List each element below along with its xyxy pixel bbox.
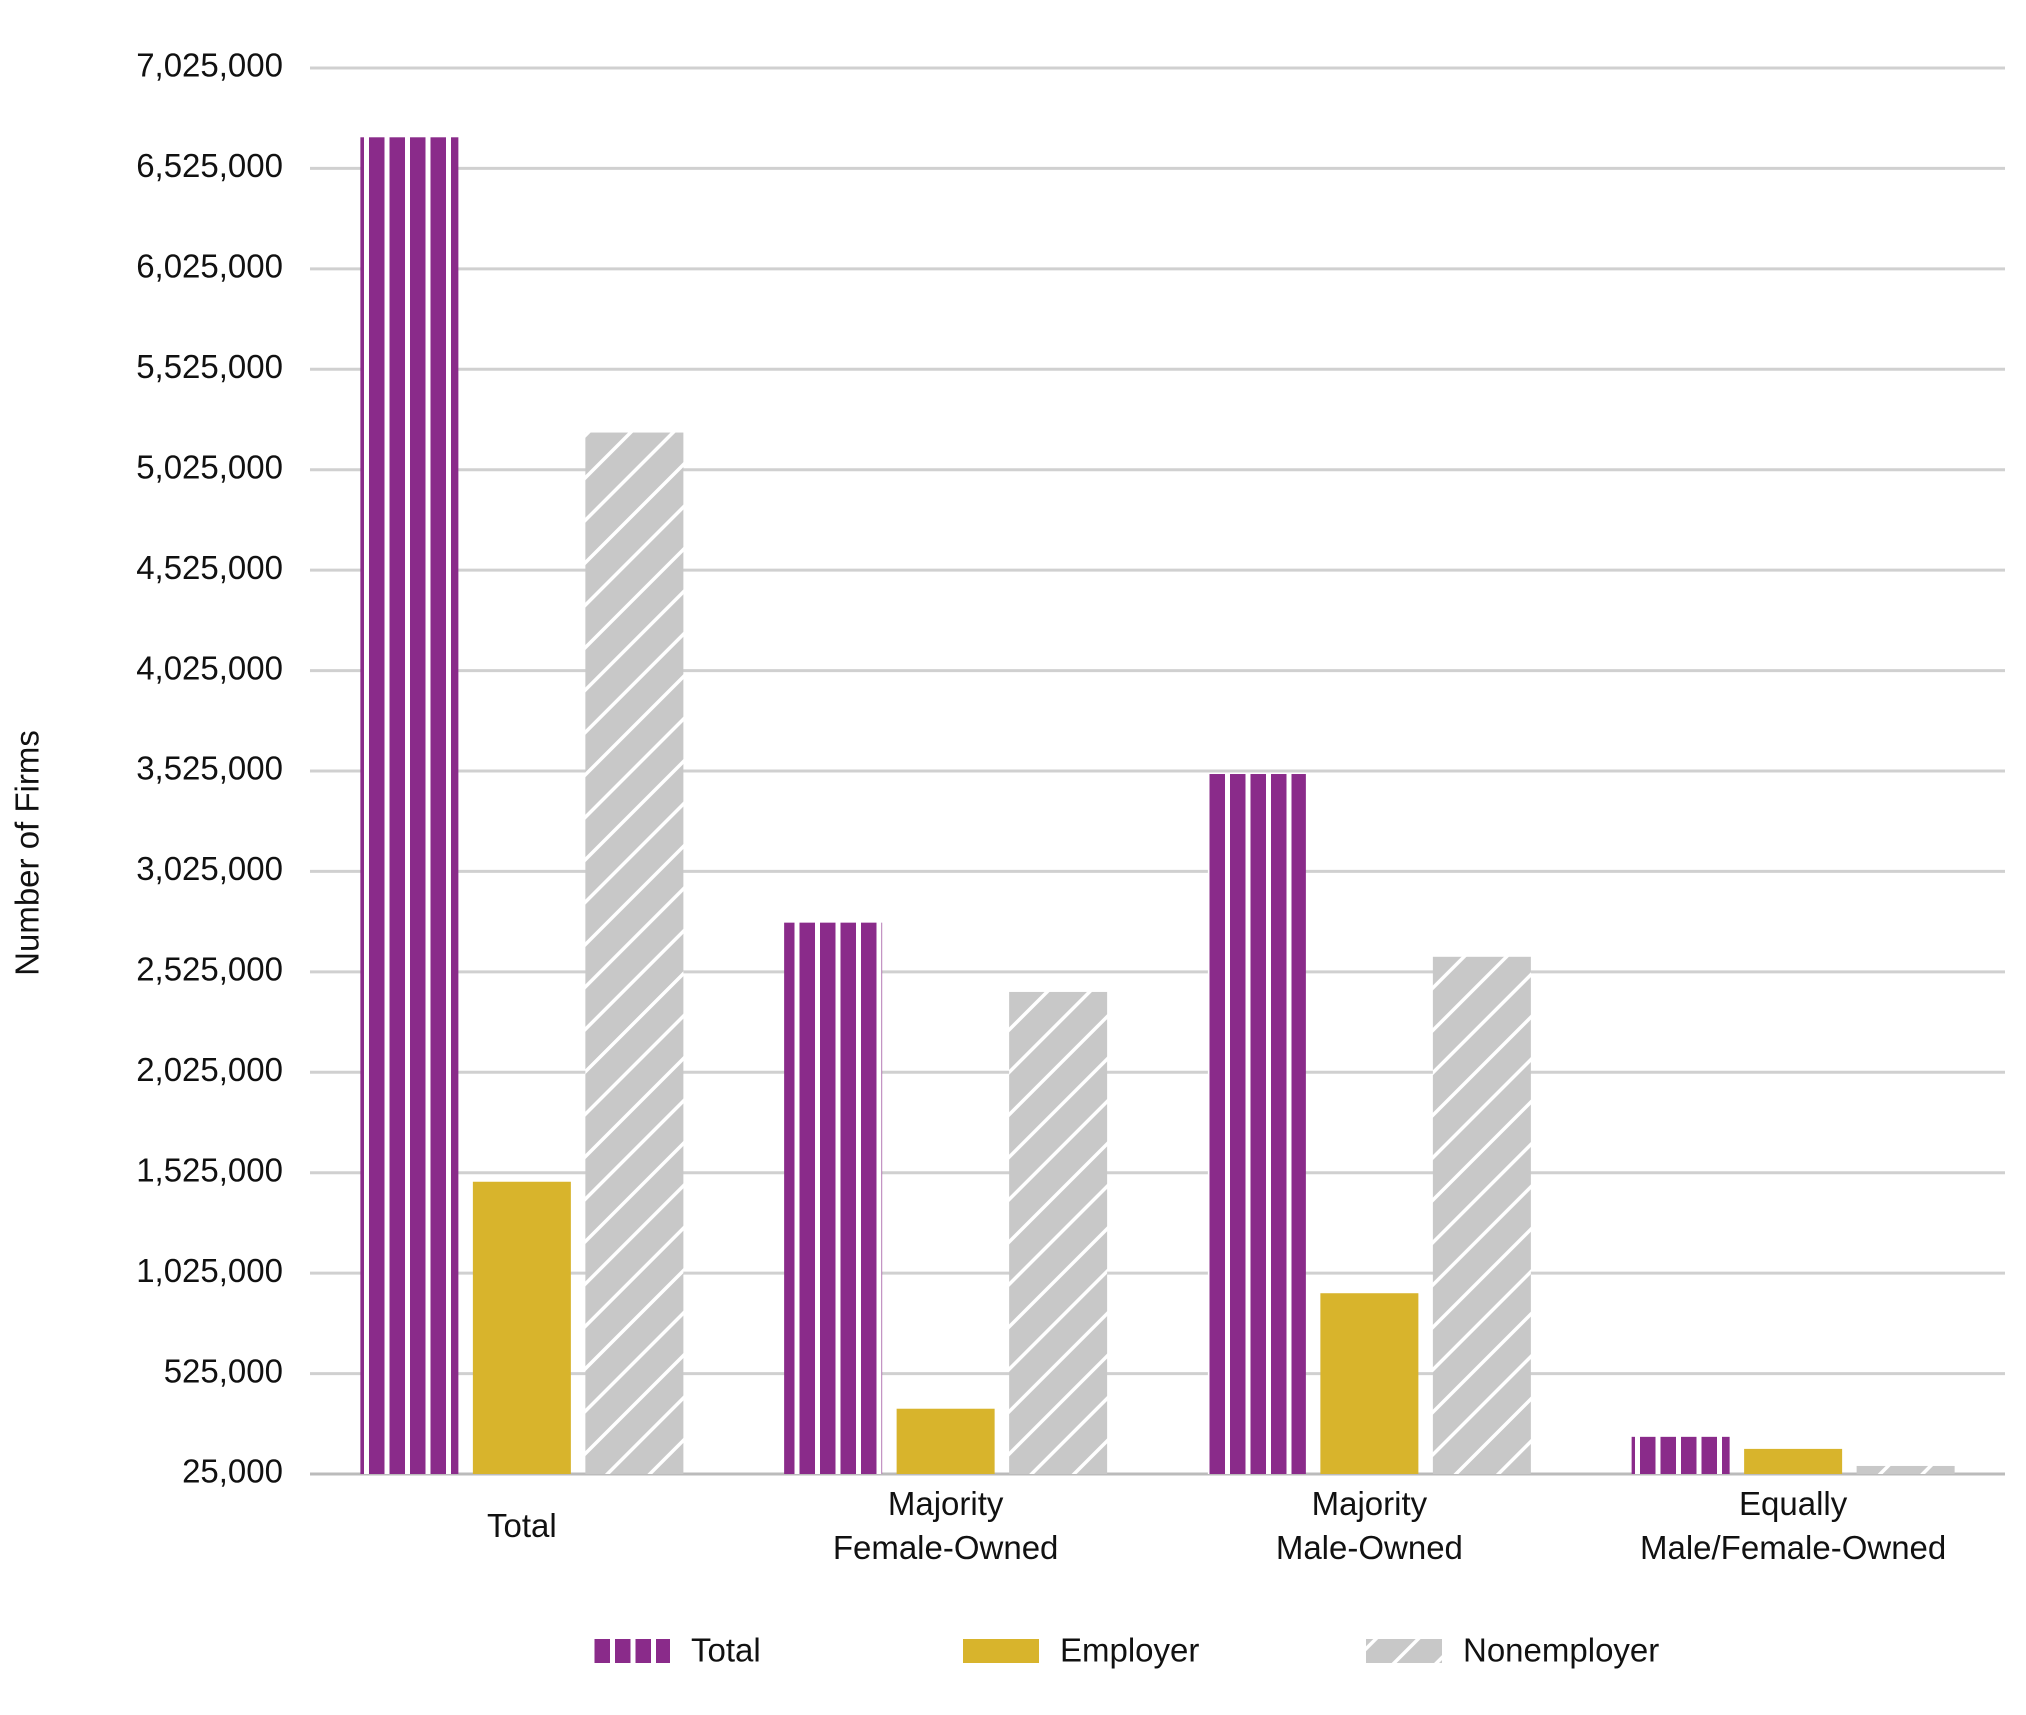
y-tick-label: 4,525,000	[136, 549, 283, 586]
bar	[1320, 1293, 1419, 1474]
bar	[585, 432, 684, 1475]
bar	[1856, 1465, 1955, 1474]
bar	[1207, 774, 1306, 1474]
bar	[1432, 956, 1531, 1474]
x-tick-label: Majority Female-Owned	[833, 1485, 1059, 1566]
y-tick-label: 4,025,000	[136, 649, 283, 686]
y-tick-label: 2,025,000	[136, 1051, 283, 1088]
y-tick-label: 3,525,000	[136, 750, 283, 787]
y-axis-title: Number of Firms	[9, 730, 46, 976]
y-tick-label: 25,000	[182, 1453, 283, 1490]
legend-swatch	[594, 1639, 670, 1663]
y-tick-label: 525,000	[164, 1352, 283, 1389]
bar	[1631, 1436, 1730, 1474]
y-tick-label: 3,025,000	[136, 850, 283, 887]
y-tick-label: 5,025,000	[136, 448, 283, 485]
y-tick-label: 2,525,000	[136, 951, 283, 988]
legend-swatch	[963, 1639, 1039, 1663]
y-tick-label: 5,525,000	[136, 348, 283, 385]
y-tick-label: 6,525,000	[136, 147, 283, 184]
bar	[360, 137, 459, 1475]
bar	[1009, 991, 1108, 1474]
y-tick-label: 1,525,000	[136, 1151, 283, 1188]
x-tick-label: Majority Male-Owned	[1276, 1485, 1463, 1566]
legend-label: Employer	[1060, 1632, 1199, 1669]
legend-swatch	[1366, 1639, 1442, 1663]
y-tick-label: 6,025,000	[136, 248, 283, 285]
bar	[896, 1408, 995, 1474]
bar	[784, 922, 883, 1474]
bar	[472, 1181, 571, 1474]
y-tick-label: 7,025,000	[136, 47, 283, 84]
legend-label: Nonemployer	[1463, 1632, 1659, 1669]
x-tick-label: Total	[487, 1507, 557, 1544]
legend-label: Total	[691, 1632, 761, 1669]
bar	[1744, 1448, 1843, 1474]
x-tick-label: Equally Male/Female-Owned	[1640, 1485, 1946, 1566]
y-tick-label: 1,025,000	[136, 1252, 283, 1289]
